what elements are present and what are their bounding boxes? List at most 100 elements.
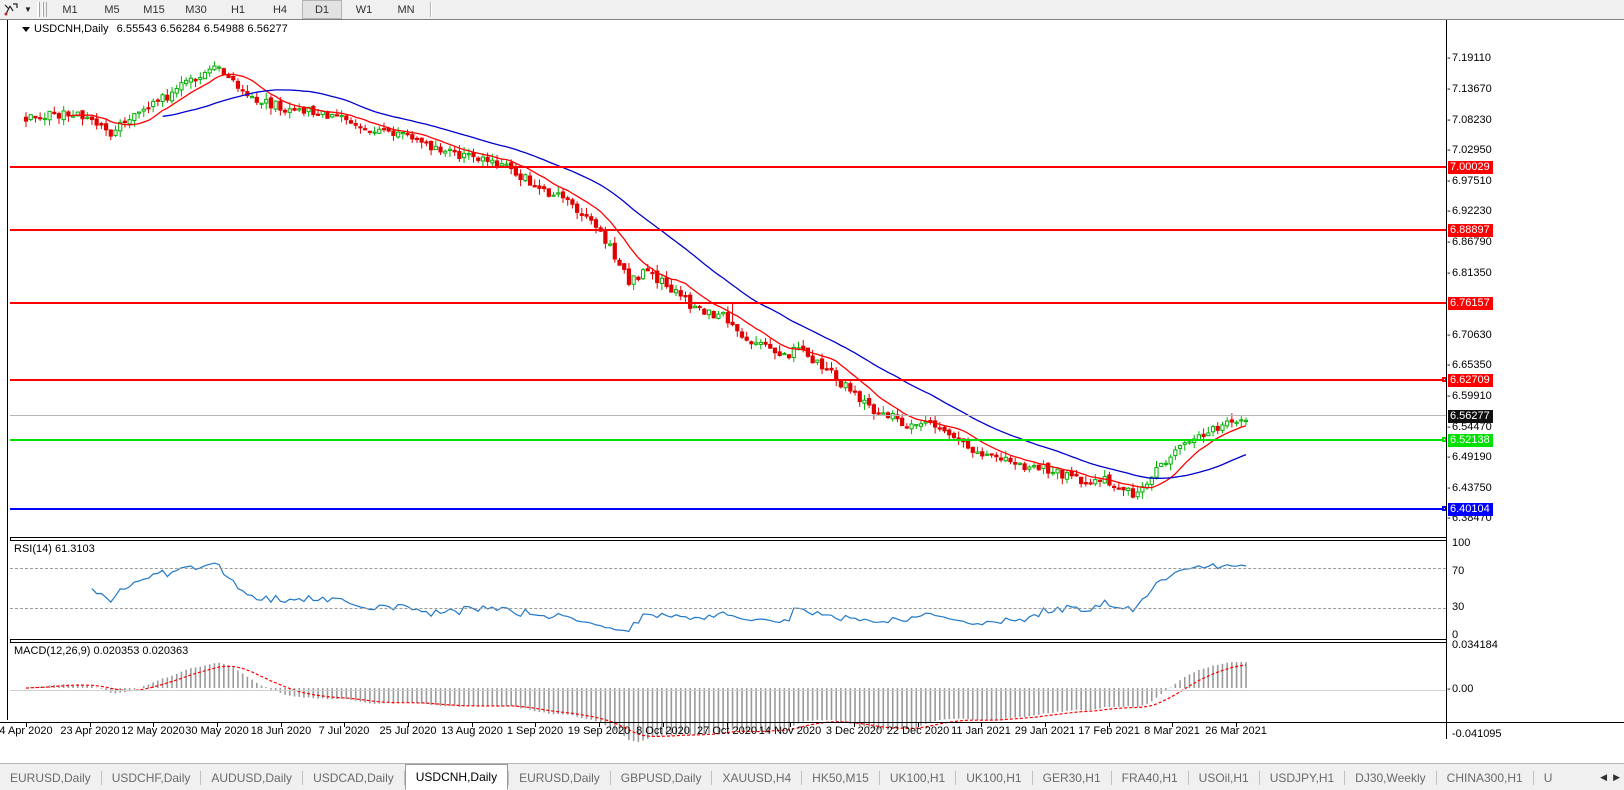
date-tick-mark xyxy=(918,723,919,727)
price-level-tag-support[interactable]: 6.52138 xyxy=(1448,434,1493,448)
tab-separator xyxy=(711,770,713,785)
timeframe-button-w1[interactable]: W1 xyxy=(355,3,373,16)
chart-tab-usdjpy-h1[interactable]: USDJPY,H1 xyxy=(1269,770,1335,785)
chart-area[interactable]: USDCNH,Daily 6.55543 6.56284 6.54988 6.5… xyxy=(0,19,1624,742)
tab-next-icon[interactable]: ▶ xyxy=(1613,772,1620,782)
date-axis-label: 17 Feb 2021 xyxy=(1078,725,1140,737)
chart-tab-china300-h1[interactable]: CHINA300,H1 xyxy=(1446,770,1523,785)
chart-tab-audusd-daily[interactable]: AUDUSD,Daily xyxy=(211,770,293,785)
date-axis-label: 4 Apr 2020 xyxy=(0,725,53,737)
tab-separator xyxy=(955,770,957,785)
chart-tab-usdchf-daily[interactable]: USDCHF,Daily xyxy=(111,770,191,785)
chart-tab-uk100-h1[interactable]: UK100,H1 xyxy=(966,770,1022,785)
rsi-label: RSI(14) 61.3103 xyxy=(14,543,95,555)
price-level-line-resistance[interactable] xyxy=(10,302,1446,305)
tab-scroll-controls: ◀ ▶ xyxy=(1600,772,1624,783)
moving-average-fast xyxy=(68,73,1247,489)
price-level-tag-resistance[interactable]: 7.00029 xyxy=(1448,160,1493,174)
price-tick-label: 6.97510 xyxy=(1452,175,1492,188)
crosshair-icon[interactable] xyxy=(0,1,22,18)
toolbar-dropdown-icon[interactable]: ▼ xyxy=(24,5,32,14)
timeframe-button-d1[interactable]: D1 xyxy=(302,0,342,19)
toolbar-grip[interactable] xyxy=(37,2,47,17)
price-tick: -6.70630 xyxy=(1447,328,1492,341)
date-axis-label: 23 Apr 2020 xyxy=(60,725,120,737)
price-tick-label: 6.49190 xyxy=(1452,450,1492,463)
date-tick-mark xyxy=(1236,723,1237,727)
price-tick: -6.97510 xyxy=(1447,175,1492,188)
chart-tab-u[interactable]: U xyxy=(1543,770,1553,785)
date-tick-mark xyxy=(535,723,536,727)
rsi-line xyxy=(91,562,1247,633)
chart-tab-xauusd-h4[interactable]: XAUUSD,H4 xyxy=(722,770,792,785)
date-axis-label: 30 May 2020 xyxy=(185,725,249,737)
date-axis-label: 18 Jun 2020 xyxy=(250,725,312,737)
timeframe-button-m5[interactable]: M5 xyxy=(104,3,120,16)
candlestick-series xyxy=(23,61,1249,500)
macd-tick: -0.00 xyxy=(1447,683,1474,695)
tab-separator xyxy=(1435,770,1437,785)
toolbar-separator xyxy=(430,2,432,17)
chart-tab-usdcnh-daily[interactable]: USDCNH,Daily xyxy=(404,763,509,790)
date-axis-label: 26 Mar 2021 xyxy=(1205,725,1267,737)
chart-tab-ger30-h1[interactable]: GER30,H1 xyxy=(1042,770,1101,785)
chart-tab-gbpusd-daily[interactable]: GBPUSD,Daily xyxy=(620,770,702,785)
triangle-down-icon[interactable] xyxy=(22,26,30,32)
date-axis-label: 7 Jul 2020 xyxy=(318,725,370,737)
timeframe-button-mn[interactable]: MN xyxy=(397,3,415,16)
price-level-tag-resistance[interactable]: 6.88897 xyxy=(1448,224,1493,238)
price-level-tag-resistance[interactable]: 6.62709 xyxy=(1448,373,1493,387)
rsi-line-plot xyxy=(91,562,1247,633)
price-pane[interactable]: USDCNH,Daily 6.55543 6.56284 6.54988 6.5… xyxy=(10,20,1446,538)
price-level-tag-resistance[interactable]: 6.76157 xyxy=(1448,297,1493,311)
rsi-tick-label: 100 xyxy=(1452,537,1471,549)
rsi-tick-label: 30 xyxy=(1452,601,1465,614)
tab-separator xyxy=(1187,770,1189,785)
tab-separator xyxy=(1532,770,1534,785)
chart-tab-dj30-weekly[interactable]: DJ30,Weekly xyxy=(1355,770,1426,785)
date-tick-mark xyxy=(790,723,791,727)
tab-separator xyxy=(801,770,803,785)
tab-separator xyxy=(1258,770,1260,785)
macd-pane[interactable]: MACD(12,26,9) 0.020353 0.020363 xyxy=(10,642,1446,742)
price-level-line-resistance[interactable] xyxy=(10,229,1446,232)
moving-average-slow xyxy=(162,89,1247,479)
tab-separator xyxy=(100,770,102,785)
macd-label: MACD(12,26,9) 0.020353 0.020363 xyxy=(14,645,189,657)
chart-tab-usoil-h1[interactable]: USOil,H1 xyxy=(1198,770,1249,785)
price-level-line-support[interactable] xyxy=(10,439,1446,442)
chart-tab-uk100-h1[interactable]: UK100,H1 xyxy=(889,770,946,785)
price-tick-label: 7.08230 xyxy=(1452,114,1492,127)
price-scale[interactable]: -7.19110 -7.13670 -7.08230 -7.02950 -6.97510… xyxy=(1446,20,1624,740)
chart-tab-eurusd-daily[interactable]: EURUSD,Daily xyxy=(519,770,600,785)
price-tick-label: 6.54470 xyxy=(1452,420,1492,433)
price-level-tag-floor[interactable]: 6.40104 xyxy=(1448,502,1493,516)
price-level-line-resistance[interactable] xyxy=(10,378,1446,381)
macd-tick: -0.041095 xyxy=(1447,728,1502,740)
date-tick-mark xyxy=(344,723,345,727)
date-axis-label: 1 Sep 2020 xyxy=(506,725,564,737)
date-axis-label: 19 Sep 2020 xyxy=(567,725,631,737)
chart-tab-hk50-m15[interactable]: HK50,M15 xyxy=(812,770,869,785)
price-tick: -7.08230 xyxy=(1447,114,1492,127)
tab-separator xyxy=(200,770,202,785)
tab-separator xyxy=(403,770,405,785)
price-level-line-last-price[interactable] xyxy=(10,415,1446,417)
price-level-line-floor[interactable] xyxy=(10,507,1446,510)
chart-tab-eurusd-daily[interactable]: EURUSD,Daily xyxy=(10,770,91,785)
timeframe-button-m30[interactable]: M30 xyxy=(185,3,207,16)
timeframe-button-m1[interactable]: M1 xyxy=(62,3,78,16)
date-axis-label: 11 Jan 2021 xyxy=(951,725,1011,737)
chart-tab-usdcad-daily[interactable]: USDCAD,Daily xyxy=(313,770,394,785)
timeframe-button-h4[interactable]: H4 xyxy=(272,3,288,16)
price-tick-label: 6.86790 xyxy=(1452,236,1492,249)
timeframe-button-h1[interactable]: H1 xyxy=(230,3,246,16)
date-axis-label: 22 Dec 2020 xyxy=(886,725,950,737)
tab-prev-icon[interactable]: ◀ xyxy=(1600,772,1608,782)
price-level-tag-last-price[interactable]: 6.56277 xyxy=(1448,410,1493,424)
price-level-line-resistance[interactable] xyxy=(10,165,1446,168)
rsi-pane[interactable]: RSI(14) 61.3103 xyxy=(10,540,1446,640)
chart-tab-fra40-h1[interactable]: FRA40,H1 xyxy=(1121,770,1178,785)
macd-tick-label: -0.041095 xyxy=(1452,728,1502,740)
timeframe-button-m15[interactable]: M15 xyxy=(143,3,165,16)
